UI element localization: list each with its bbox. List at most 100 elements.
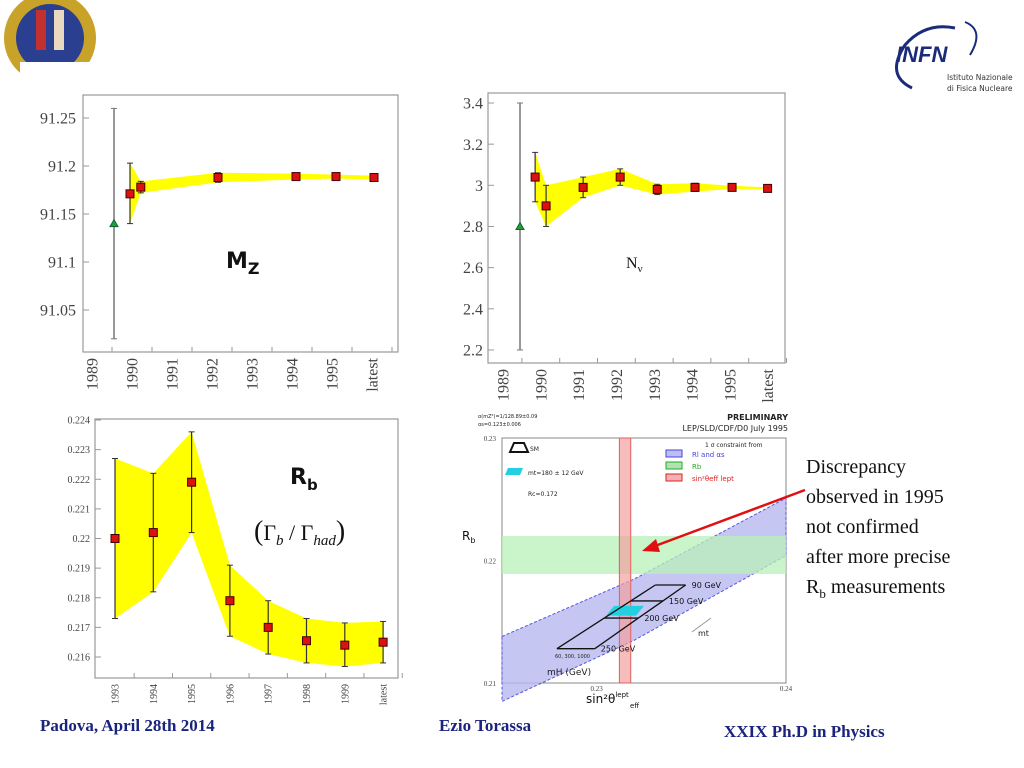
data-point [763,183,773,193]
x-tick-label: latest [760,368,777,402]
data-point [136,182,146,192]
rb-vs-sin2theta-chart: 90 GeV 150 GeV 200 GeV 250 GeV 0.23 0.24 0.21 0… [462,413,793,710]
header-alpha: α(mZ²)=1/128.89±0.09 [478,414,537,420]
data-point [263,622,273,632]
x-tick-label: 1999 [340,684,351,704]
mt-axis-label: mt [698,629,709,638]
data-point [615,172,625,182]
x-tick-label: 1995 [187,684,198,704]
legend-label: Rb [692,463,702,471]
footer-location-date: Padova, April 28th 2014 [40,716,215,735]
data-point [187,477,197,487]
y-tick-label: 0.222 [68,475,91,486]
y-tick-label: 0.217 [68,623,91,634]
sm-grid-line [556,617,605,650]
sm-grid-line [594,617,639,650]
mt-label: mt=180 ± 12 GeV [528,470,584,477]
rb-band [502,536,786,574]
y-tick-label: 91.1 [48,255,76,272]
infn-subtitle-2: di Fisica Nucleare [947,84,1013,93]
data-point [727,182,737,192]
annotation-line: Rb measurements [806,576,946,601]
data-point [578,182,588,192]
x-tick-label: 1995 [325,358,342,390]
y-tick-label: 91.25 [40,111,76,128]
legend-swatch [665,449,683,458]
y-tick-label: 0.216 [68,653,91,664]
y-tick-label: 2.4 [463,301,483,318]
sm-mh-label: 150 GeV [669,597,704,606]
y-tick-label: 0.223 [68,445,91,456]
annotation-line: Discrepancy [806,456,906,478]
infn-logo-text: INFN [896,42,948,67]
footer-course: XXIX Ph.D in Physics [724,722,885,741]
sm-mh-label: 90 GeV [692,581,722,590]
x-tick-label: 1989 [85,358,102,390]
data-point [110,534,120,543]
error-band [115,431,384,667]
data-point [369,173,379,183]
nnu-label: Nν [626,255,643,275]
sm-legend-icon [508,442,530,453]
sm-grid-line [630,584,656,602]
sm-mh-label: 250 GeV [601,645,636,654]
y-tick-label: 3 [475,178,483,195]
infn-logo: INFN Istituto Nazionale di Fisica Nuclea… [895,21,1013,93]
discrepancy-annotation: Discrepancy observed in 1995 not confirm… [806,452,1016,609]
y-tick-label: 0.21 [484,680,497,688]
data-point [225,596,235,606]
data-point [213,173,223,183]
y-tick-label: 0.22 [73,534,91,545]
legend-swatch [665,473,683,482]
x-tick-label: 1992 [205,358,222,390]
x-tick-label: 1995 [722,369,739,401]
plot-frame [487,92,786,364]
x-tick-label: 1993 [647,369,664,401]
data-point [125,189,135,199]
footer-author: Ezio Torassa [439,716,532,735]
data-point [530,172,540,182]
mt-constraint-box [606,605,644,616]
x-tick-label: latest [379,684,390,705]
y-tick-label: 0.22 [484,558,497,566]
rc-label: Rc=0.172 [528,491,558,498]
error-band [535,152,768,227]
source-label: LEP/SLD/CDF/D0 July 1995 [682,424,788,433]
header-alphas: αs=0.123±0.006 [478,422,521,428]
x-tick-label: 1990 [125,358,142,390]
data-point [331,172,341,182]
data-point [652,184,662,194]
sin2theta-band [618,437,632,684]
mz-chart: 91.05 91.1 91.15 91.2 91.25 1989 1990 1991 1992 1… [40,94,399,392]
mt-legend-icon [505,468,523,475]
rb-formula: (Γb / Γhad) [254,516,345,549]
nnu-chart: 2.2 2.4 2.6 2.8 3 3.2 3.4 1989 1990 1991 1992 1993 1… [463,92,787,403]
x-tick-label: 0.24 [780,685,793,693]
mz-label: MZ [226,249,260,278]
y-tick-label: 3.2 [463,137,483,154]
y-tick-label: 0.219 [68,564,91,575]
x-tick-label: 1994 [685,369,702,401]
annotation-line: after more precise [806,546,951,568]
y-tick-label: 0.221 [68,504,91,515]
y-axis-label: Rb [462,529,475,545]
sm-grid-line [662,584,687,602]
data-point-triangle [515,221,525,230]
x-tick-label: 1997 [264,684,275,704]
y-tick-label: 0.218 [68,593,91,604]
x-tick-label: 1993 [245,358,262,390]
y-tick-label: 91.15 [40,207,76,224]
mt-direction-arrow [691,617,712,633]
x-tick-label: 1990 [533,369,550,401]
university-seal-logo [4,0,110,102]
x-tick-label: 1994 [285,358,302,390]
mh-axis-label: mH (GeV) [547,668,591,678]
sm-mh-label: 200 GeV [644,614,679,623]
preliminary-label: PRELIMINARY [727,413,788,422]
x-tick-label: 1989 [496,369,513,401]
sm-grid-line [603,600,632,619]
x-tick-label: 1996 [225,684,236,704]
data-point-triangle [109,218,119,228]
x-tick-label: 1991 [165,358,182,390]
